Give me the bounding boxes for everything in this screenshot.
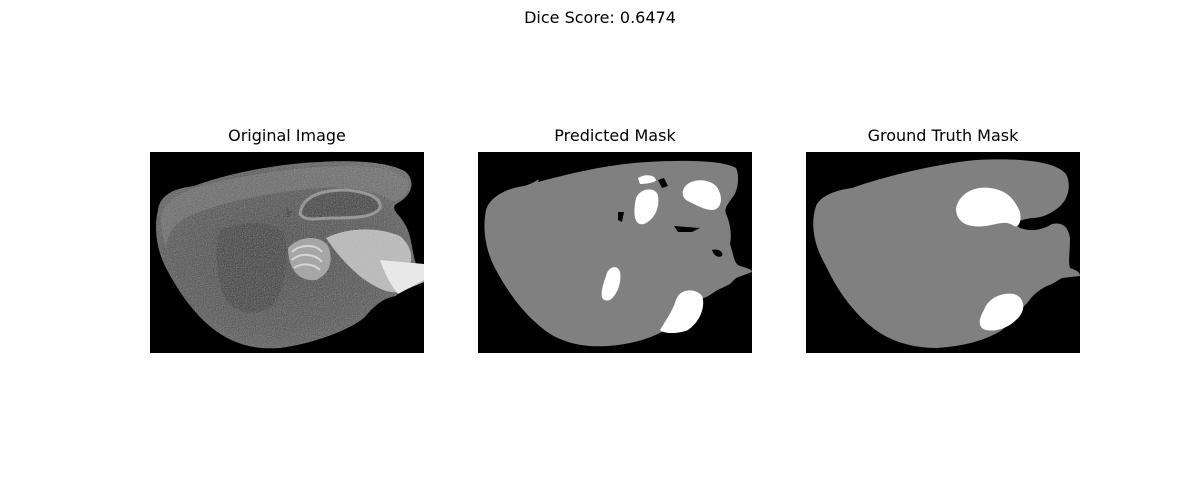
- panel-ground-truth-mask: Ground Truth Mask: [806, 126, 1080, 353]
- figure-suptitle: Dice Score: 0.6474: [524, 8, 676, 27]
- panel-title-original: Original Image: [228, 126, 346, 145]
- predicted-region-4: [601, 267, 621, 301]
- predicted-region-2: [634, 189, 659, 225]
- predicted-gap-2: [618, 212, 624, 222]
- detail-spot: [286, 208, 292, 218]
- panel-title-ground-truth: Ground Truth Mask: [867, 126, 1019, 145]
- panel-title-predicted: Predicted Mask: [554, 126, 676, 145]
- ground-truth-region-1: [956, 187, 1021, 227]
- ground-truth-region-2: [979, 293, 1024, 331]
- brainstem-bright: [380, 260, 424, 294]
- predicted-region-5: [660, 290, 704, 333]
- predicted-region-3: [682, 180, 721, 210]
- hippocampus: [298, 188, 382, 221]
- ground-truth-tissue: [813, 159, 1080, 348]
- predicted-gap-1: [658, 178, 668, 188]
- panel-original-image: Original Image: [150, 126, 424, 353]
- ground-truth-mask-image: [806, 152, 1080, 353]
- cerebellum-folds: [291, 245, 323, 271]
- predicted-mask-image: [478, 152, 752, 353]
- original-image: [150, 152, 424, 353]
- predicted-region-1: [638, 175, 656, 184]
- cortex-band: [161, 166, 409, 248]
- predicted-gap-3: [674, 226, 700, 232]
- striatum: [216, 223, 287, 313]
- predicted-gap-4: [712, 249, 723, 257]
- brain-slice: [156, 161, 424, 349]
- panel-predicted-mask: Predicted Mask: [478, 126, 752, 353]
